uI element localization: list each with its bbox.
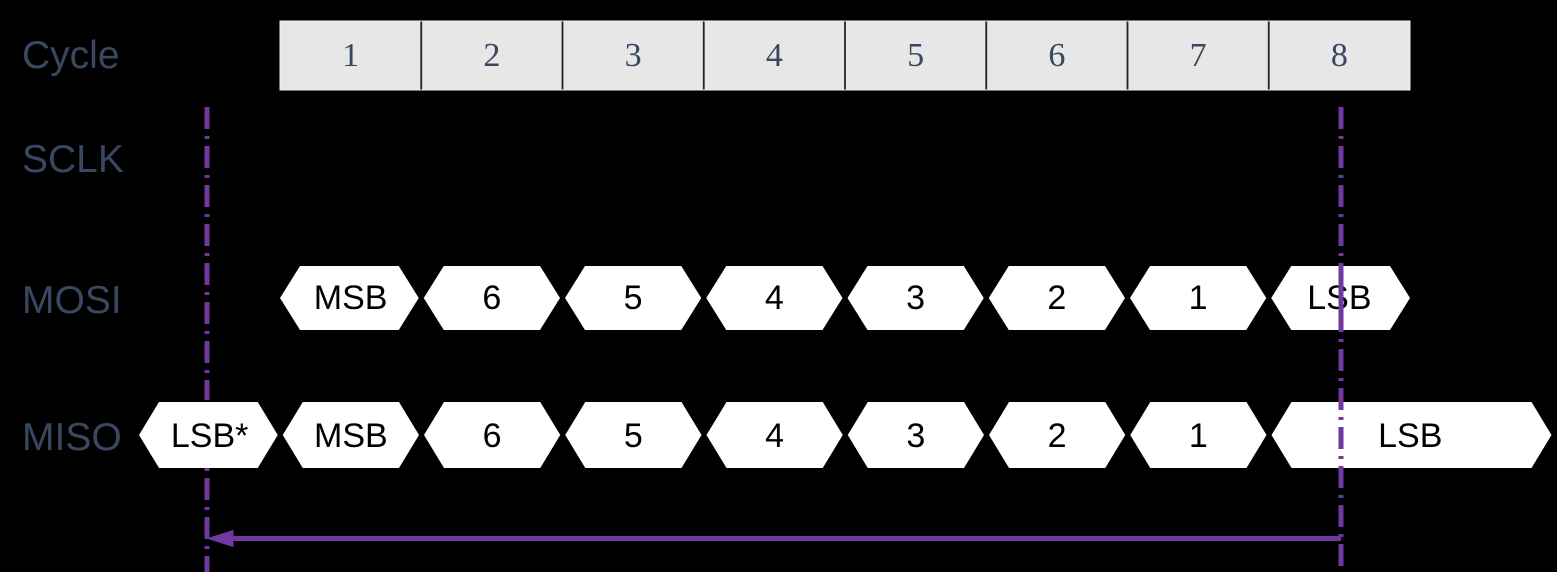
svg-text:5: 5 [907,37,924,74]
svg-text:3: 3 [906,279,925,317]
svg-text:2: 2 [1047,279,1066,317]
svg-text:LSB: LSB [1378,417,1442,455]
svg-text:8: 8 [1331,37,1348,74]
svg-text:2: 2 [483,37,500,74]
svg-text:SCLK: SCLK [22,138,124,181]
svg-text:1: 1 [1189,417,1208,455]
svg-text:MOSI: MOSI [22,279,122,322]
svg-text:3: 3 [625,37,642,74]
svg-text:MISO: MISO [22,416,122,459]
svg-text:5: 5 [624,417,643,455]
svg-text:Cycle: Cycle [22,34,120,77]
svg-text:5: 5 [624,279,643,317]
svg-text:2: 2 [1048,417,1067,455]
svg-text:1: 1 [342,37,359,74]
svg-text:6: 6 [483,417,502,455]
svg-text:6: 6 [1048,37,1065,74]
svg-text:4: 4 [765,279,784,317]
svg-text:6: 6 [482,279,501,317]
svg-text:MSB: MSB [314,417,388,455]
svg-text:3: 3 [906,417,925,455]
svg-text:1: 1 [1189,279,1208,317]
svg-text:4: 4 [766,37,783,74]
svg-text:4: 4 [765,417,784,455]
svg-text:7: 7 [1190,37,1207,74]
svg-text:LSB*: LSB* [171,417,249,455]
svg-text:MSB: MSB [314,279,388,317]
